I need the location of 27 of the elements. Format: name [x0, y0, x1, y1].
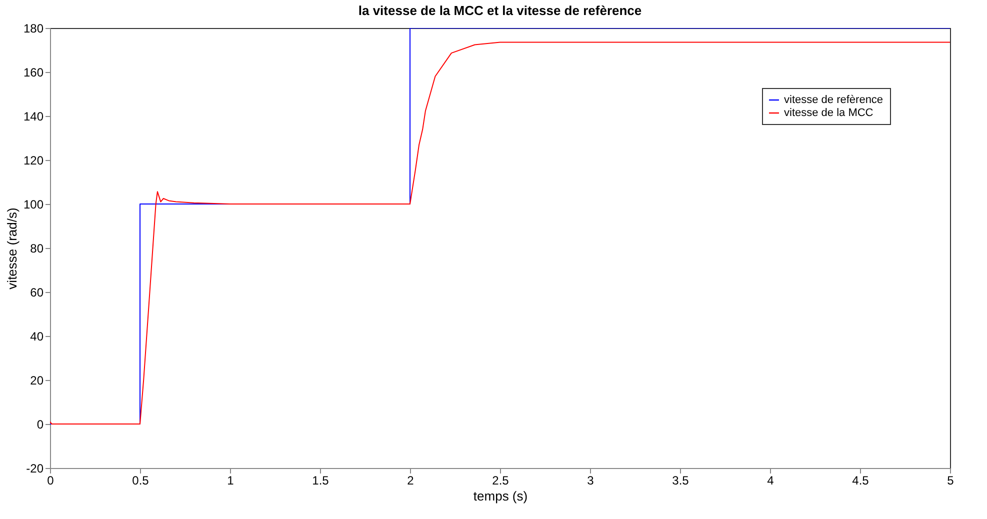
x-tick-label: 4 [767, 474, 774, 488]
y-axis-title: vitesse (rad/s) [4, 208, 20, 290]
y-tick-label: 100 [23, 198, 44, 212]
y-tick-label: 80 [30, 242, 44, 256]
x-axis-title: temps (s) [473, 488, 528, 504]
y-tick-label: 60 [30, 286, 44, 300]
x-tick-label: 0.5 [132, 474, 150, 488]
x-tick-label: 2 [407, 474, 414, 488]
x-tick-label: 3 [587, 474, 594, 488]
x-tick-label: 4.5 [852, 474, 870, 488]
y-tick-label: 160 [23, 66, 44, 80]
x-tick-label: 1 [227, 474, 234, 488]
legend-label: vitesse de la MCC [784, 107, 874, 119]
x-tick-label: 2.5 [492, 474, 510, 488]
y-tick-label: 0 [36, 418, 44, 432]
y-tick-label: 140 [23, 110, 44, 124]
x-tick-label: 3.5 [672, 474, 690, 488]
y-tick-label: 120 [23, 154, 44, 168]
y-tick-label: -20 [26, 462, 44, 476]
y-tick-label: 180 [23, 22, 44, 36]
x-tick-label: 1.5 [312, 474, 330, 488]
legend-label: vitesse de refèrence [784, 94, 884, 106]
y-tick-label: 40 [30, 330, 44, 344]
x-tick-label: 0 [47, 474, 54, 488]
chart-title: la vitesse de la MCC et la vitesse de refèrence [358, 3, 642, 18]
y-tick-label: 20 [30, 374, 44, 388]
x-tick-label: 5 [947, 474, 954, 488]
